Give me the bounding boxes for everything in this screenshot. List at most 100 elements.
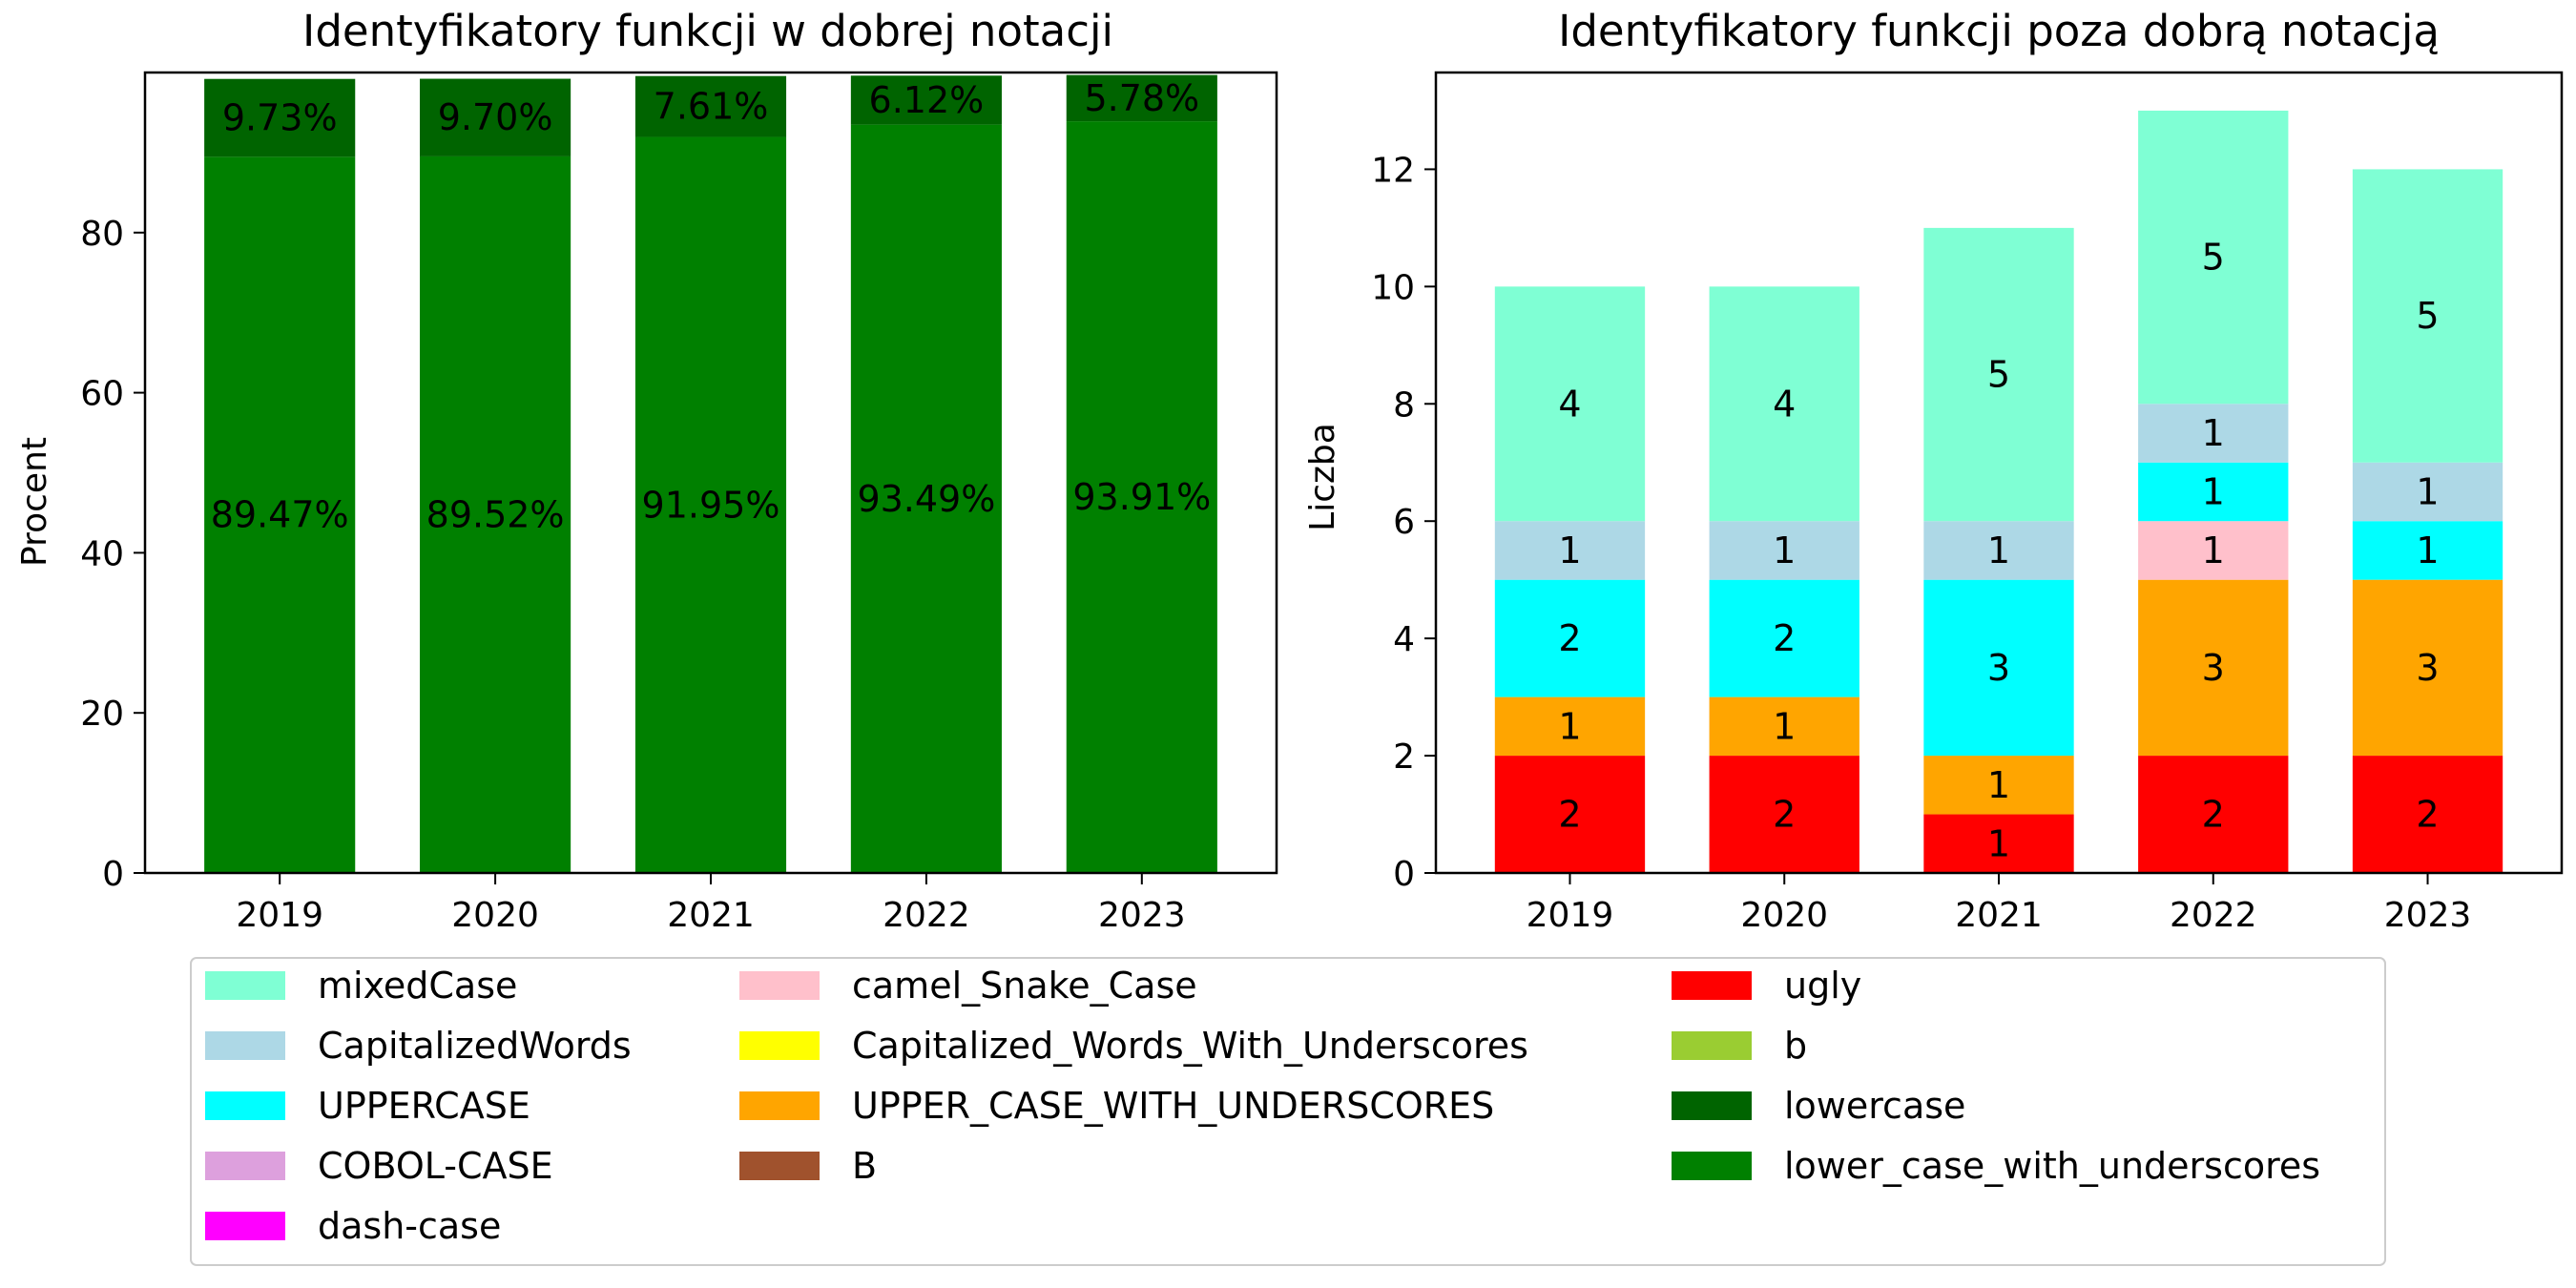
- right-bar-label: 3: [2416, 647, 2439, 689]
- right-bar-label: 2: [1558, 794, 1581, 836]
- legend-label: dash-case: [318, 1205, 501, 1247]
- right-x-tick-label: 2021: [1955, 896, 2043, 935]
- right-chart-title: Identyfikatory funkcji poza dobrą notacj…: [1558, 6, 2440, 56]
- left-bar-lowercase-2019: [204, 78, 356, 157]
- left-y-tick-label: 40: [80, 534, 124, 573]
- right-bar-UPPER_CASE_WITH_UNDERSCORES-2020: [1709, 696, 1859, 757]
- right-x-tick-label: 2022: [2170, 896, 2257, 935]
- right-bar-mixedCase-2020: [1709, 286, 1859, 522]
- right-bar-UPPERCASE-2021: [1923, 579, 2074, 757]
- right-bar-label: 2: [2202, 794, 2225, 836]
- legend-swatch-UPPER_CASE_WITH_UNDERSCORES: [739, 1091, 820, 1120]
- left-bar-lower_case_with_underscores-2022: [850, 124, 1002, 873]
- left-bar-label: 89.52%: [426, 493, 565, 535]
- left-bar-lowercase-2022: [850, 75, 1002, 125]
- right-y-tick-label: 4: [1393, 620, 1415, 659]
- right-bar-ugly-2019: [1494, 756, 1646, 873]
- left-y-tick-label: 20: [80, 695, 124, 734]
- right-bar-mixedCase-2019: [1494, 286, 1646, 522]
- right-y-tick-label: 8: [1393, 385, 1415, 425]
- right-x-tick-label: 2023: [2384, 896, 2472, 935]
- right-bar-label: 4: [1558, 383, 1581, 425]
- right-y-tick-label: 12: [1371, 151, 1415, 190]
- left-bar-label: 7.61%: [654, 86, 769, 128]
- legend-swatch-dash-case: [205, 1212, 285, 1240]
- right-bar-ugly-2022: [2138, 756, 2289, 873]
- right-bar-mixedCase-2022: [2138, 110, 2289, 405]
- left-bar-lower_case_with_underscores-2019: [204, 156, 356, 874]
- legend-swatch-Capitalized_Words_With_Underscores: [739, 1031, 820, 1060]
- legend-label: CapitalizedWords: [318, 1025, 632, 1067]
- legend-swatch-lowercase: [1672, 1091, 1752, 1120]
- left-x-tick-label: 2019: [236, 896, 323, 935]
- legend-swatch-b: [1672, 1031, 1752, 1060]
- left-chart-axes: 2019 2020 2021 2022 2023 0 20 40 60 80: [80, 71, 1278, 935]
- right-bar-CapitalizedWords-2019: [1494, 521, 1646, 580]
- right-x-tick-label: 2020: [1740, 896, 1828, 935]
- right-chart-y-axis-label: Liczba: [1303, 423, 1342, 531]
- right-bar-UPPER_CASE_WITH_UNDERSCORES-2021: [1923, 756, 2074, 815]
- right-bar-UPPER_CASE_WITH_UNDERSCORES-2022: [2138, 579, 2289, 757]
- legend-swatch-camel_Snake_Case: [739, 971, 820, 1000]
- left-chart-title: Identyfikatory funkcji w dobrej notacji: [302, 6, 1113, 56]
- right-chart: Identyfikatory funkcji poza dobrą notacj…: [1303, 6, 2564, 935]
- left-chart-bars: 89.47% 9.73% 89.52% 9.70% 91.95% 7.61% 93.49% 6…: [204, 74, 1217, 874]
- left-bar-label: 89.47%: [211, 494, 349, 536]
- legend-swatch-CapitalizedWords: [205, 1031, 285, 1060]
- right-plot-frame: [1434, 71, 2564, 875]
- left-bar-lowercase-2020: [420, 78, 571, 156]
- right-bar-label: 5: [2202, 237, 2225, 279]
- legend-label: UPPERCASE: [318, 1085, 530, 1127]
- left-bar-lowercase-2023: [1066, 74, 1217, 122]
- right-bar-ugly-2020: [1709, 756, 1859, 873]
- right-bar-UPPERCASE-2023: [2352, 521, 2503, 580]
- left-bar-label: 91.95%: [642, 484, 780, 526]
- left-x-tick-label: 2021: [667, 896, 755, 935]
- right-bar-label: 2: [1773, 794, 1796, 836]
- left-y-tick-label: 0: [102, 855, 124, 894]
- right-bar-CapitalizedWords-2020: [1709, 521, 1859, 580]
- left-x-tick-label: 2022: [883, 896, 970, 935]
- right-bar-UPPERCASE-2020: [1709, 579, 1859, 697]
- left-y-tick-label: 80: [80, 215, 124, 254]
- right-x-tick-label: 2019: [1527, 896, 1614, 935]
- legend-swatch-mixedCase: [205, 971, 285, 1000]
- right-bar-UPPER_CASE_WITH_UNDERSCORES-2023: [2352, 579, 2503, 757]
- legend-swatch-UPPERCASE: [205, 1091, 285, 1120]
- right-bar-label: 1: [1773, 530, 1796, 571]
- right-bar-label: 3: [2202, 647, 2225, 689]
- left-bar-lower_case_with_underscores-2021: [634, 136, 787, 874]
- legend-swatch-lower_case_with_underscores: [1672, 1152, 1752, 1180]
- left-bar-label: 9.70%: [438, 96, 553, 138]
- right-bar-CapitalizedWords-2022: [2138, 404, 2289, 463]
- legend-label: lower_case_with_underscores: [1784, 1145, 2320, 1187]
- right-bar-CapitalizedWords-2023: [2352, 462, 2503, 522]
- left-bar-label: 6.12%: [869, 79, 985, 121]
- legend-label: ugly: [1784, 965, 1861, 1007]
- left-chart-y-axis-label: Procent: [15, 437, 54, 567]
- left-bar-label: 5.78%: [1084, 77, 1199, 119]
- legend-label: camel_Snake_Case: [852, 965, 1197, 1007]
- right-bar-label: 1: [1773, 705, 1796, 747]
- left-chart: Identyfikatory funkcji w dobrej notacji …: [15, 6, 1278, 935]
- right-bar-UPPERCASE-2019: [1494, 579, 1646, 697]
- right-bar-label: 4: [1773, 383, 1796, 425]
- legend-label: mixedCase: [318, 965, 517, 1007]
- right-bar-label: 1: [1558, 530, 1581, 571]
- right-bar-label: 1: [2202, 412, 2225, 454]
- right-y-tick-label: 0: [1393, 855, 1415, 894]
- right-bar-label: 2: [1773, 617, 1796, 659]
- right-chart-bars: 2 1 2 1 4 2 1 2 1 4 1 1 3 1 5 2 3 1 1 1 5 2 3 1 1 5: [1494, 110, 2503, 873]
- left-bar-lowercase-2021: [634, 75, 787, 137]
- legend-label: lowercase: [1784, 1085, 1965, 1127]
- left-bar-lower_case_with_underscores-2023: [1066, 121, 1217, 874]
- right-bar-label: 1: [1987, 822, 2010, 864]
- left-bar-label: 93.91%: [1072, 476, 1211, 518]
- right-bar-label: 1: [1987, 530, 2010, 571]
- right-bar-camel_Snake_Case-2022: [2138, 521, 2289, 580]
- right-bar-label: 5: [2416, 295, 2439, 337]
- right-bar-UPPERCASE-2022: [2138, 462, 2289, 522]
- right-bar-label: 1: [2416, 530, 2439, 571]
